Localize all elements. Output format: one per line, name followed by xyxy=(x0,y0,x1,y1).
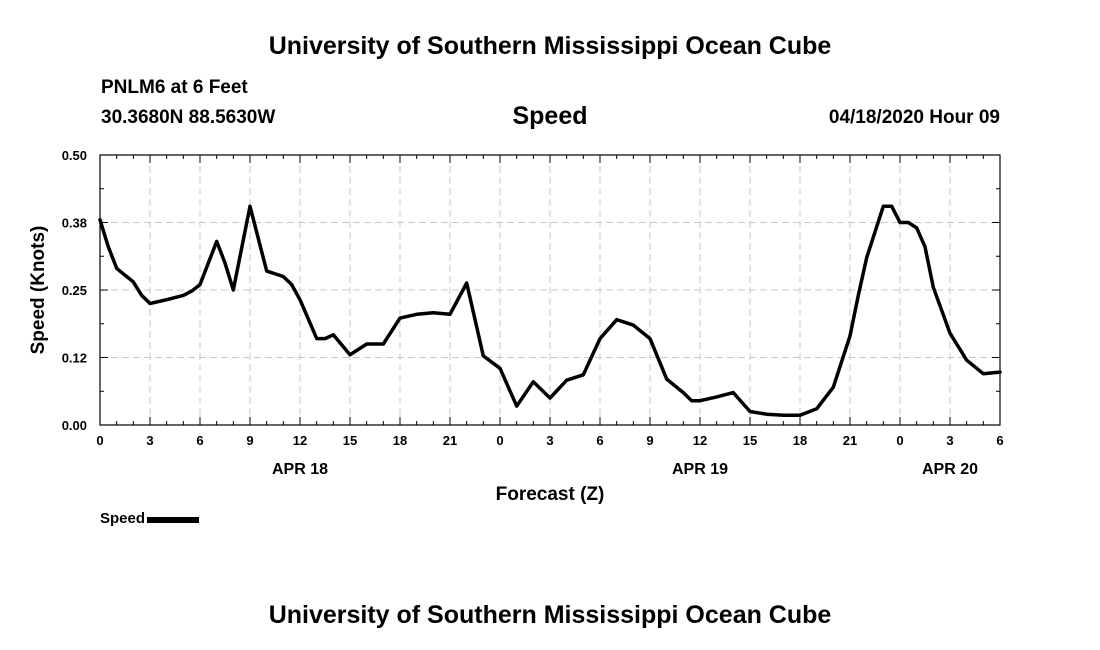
x-tick-label: 18 xyxy=(393,433,407,448)
day-label: APR 18 xyxy=(272,461,328,478)
series-line-speed xyxy=(98,204,1002,418)
x-tick-label: 12 xyxy=(293,433,307,448)
x-tick-label: 6 xyxy=(996,433,1003,448)
y-tick-label: 0.38 xyxy=(62,216,87,231)
x-tick-label: 6 xyxy=(596,433,603,448)
y-tick-label: 0.50 xyxy=(62,148,87,163)
x-tick-label: 9 xyxy=(246,433,253,448)
y-tick-label: 0.12 xyxy=(62,351,87,366)
x-axis-title: Forecast (Z) xyxy=(496,484,605,505)
forecast-datetime: 04/18/2020 Hour 09 xyxy=(828,107,1000,128)
chart-footer-title: University of Southern Mississippi Ocean… xyxy=(268,601,832,629)
series-layer xyxy=(98,204,1002,418)
x-tick-label: 0 xyxy=(496,433,503,448)
legend: Speed xyxy=(100,510,200,527)
x-tick-label: 6 xyxy=(196,433,203,448)
y-tick-label: 0.00 xyxy=(62,418,87,433)
x-tick-label: 15 xyxy=(343,433,357,448)
x-tick-label: 9 xyxy=(646,433,653,448)
x-tick-label: 3 xyxy=(546,433,553,448)
legend-swatch-speed xyxy=(147,517,200,523)
day-label: APR 19 xyxy=(672,461,728,478)
x-tick-label: 3 xyxy=(946,433,953,448)
x-tick-label: 21 xyxy=(443,433,457,448)
grid-lines xyxy=(100,155,1000,425)
x-tick-label: 18 xyxy=(793,433,807,448)
x-tick-label: 0 xyxy=(896,433,903,448)
x-tick-label: 3 xyxy=(146,433,153,448)
day-label: APR 20 xyxy=(922,461,978,478)
chart-header-title: University of Southern Mississippi Ocean… xyxy=(268,32,832,60)
station-label: PNLM6 at 6 Feet xyxy=(101,77,248,98)
x-tick-label: 12 xyxy=(693,433,707,448)
coordinates-label: 30.3680N 88.5630W xyxy=(101,107,276,128)
x-tick-label: 21 xyxy=(843,433,857,448)
legend-label-speed: Speed xyxy=(100,510,146,527)
x-tick-label: 0 xyxy=(96,433,103,448)
y-axis-title: Speed (Knots) xyxy=(28,226,49,355)
y-tick-label: 0.25 xyxy=(62,283,87,298)
axis-ticks xyxy=(99,154,1001,426)
axis-labels: 0 3 6 9 12 15 18 21 0 3 6 9 12 15 18 21 0 3 6 0.00 0.12 0.25 0… xyxy=(62,148,1004,478)
chart-title: Speed xyxy=(512,102,588,130)
x-tick-label: 15 xyxy=(743,433,757,448)
